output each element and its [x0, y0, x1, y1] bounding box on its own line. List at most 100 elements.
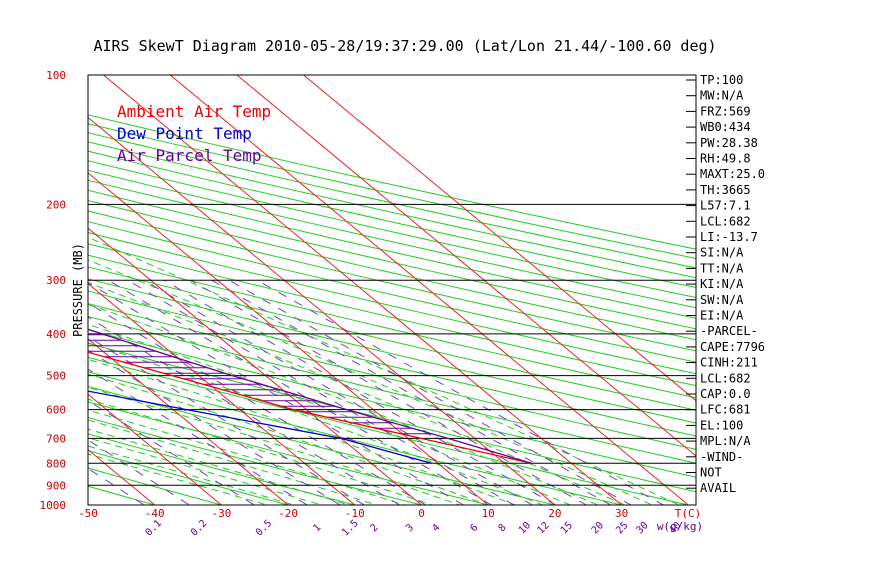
dry-adiabat [88, 467, 224, 505]
mixing-ratio-line [228, 279, 633, 505]
index-label: NOT [700, 466, 722, 480]
parcel-temp-line [88, 328, 532, 464]
dry-adiabat [88, 371, 624, 505]
mixing-ratio-line [88, 439, 191, 505]
mixing-ratio-line [190, 279, 588, 505]
isotherm [103, 75, 622, 505]
index-label: CAP:0.0 [700, 387, 751, 401]
bottom-temp-tick-label: 10 [482, 507, 495, 520]
index-label: TT:N/A [700, 261, 744, 275]
mixing-unit-label: w(g/kg) [657, 520, 703, 533]
bottom-temp-tick-label: 0 [418, 507, 425, 520]
mixing-ratio-label: 20 [590, 520, 606, 536]
index-label: LCL:682 [700, 214, 751, 228]
y-axis-label: PRESSURE (MB) [71, 243, 85, 337]
moist-adiabat [88, 259, 654, 505]
isotherm [88, 338, 289, 505]
dry-adiabat [88, 329, 696, 478]
bottom-temp-tick-label: 20 [548, 507, 561, 520]
index-label: SW:N/A [700, 293, 744, 307]
isotherm [88, 227, 422, 505]
index-label: SI:N/A [700, 246, 744, 260]
pressure-tick-label: 800 [46, 457, 66, 470]
dry-adiabat [88, 433, 357, 505]
moist-adiabat [88, 342, 545, 505]
legend-entry: Air Parcel Temp [117, 146, 262, 165]
legend: Ambient Air Temp Dew Point Temp Air Parcel… [117, 102, 271, 165]
bottom-temp-tick-label: -30 [211, 507, 231, 520]
moist-adiabat [88, 453, 270, 505]
profiles [88, 328, 532, 464]
isotherm [303, 75, 696, 402]
pressure-tick-label: 500 [46, 370, 66, 383]
index-label: TH:3665 [700, 183, 751, 197]
mixing-ratio-line [88, 467, 146, 505]
mixing-ratio-label: 4 [430, 522, 442, 534]
dry-adiabat [88, 232, 696, 375]
index-label: -WIND- [700, 450, 743, 464]
index-label: LI:-13.7 [700, 230, 758, 244]
index-label: EI:N/A [700, 309, 744, 323]
dry-adiabat [88, 290, 696, 437]
pressure-tick-label: 1000 [40, 499, 67, 512]
mixing-ratio-line [88, 336, 366, 505]
mixing-ratio-label: 0.5 [254, 518, 275, 539]
mixing-ratio-line [143, 279, 534, 505]
mixing-ratio-label: 12 [535, 520, 551, 536]
pressure-tick-label: 200 [46, 198, 66, 211]
mixing-ratio-label: 15 [559, 520, 575, 536]
axes [87, 74, 697, 506]
dry-adiabat [88, 150, 696, 289]
pressure-tick-label: 300 [46, 274, 66, 287]
bottom-temp-tick-label: -20 [278, 507, 298, 520]
mixing-ratio-line [127, 279, 515, 505]
mixing-ratio-label: 30 [634, 520, 650, 536]
index-label: LFC:681 [700, 403, 751, 417]
mixing-ratio-label: 1 [311, 522, 323, 534]
pressure-tick-label: 100 [46, 69, 66, 82]
index-label: CAPE:7796 [700, 340, 765, 354]
index-label: KI:N/A [700, 277, 744, 291]
bottom-temp-tick-label: -10 [345, 507, 365, 520]
dry-adiabat [88, 132, 696, 269]
mixing-ratio-label: 10 [517, 520, 533, 536]
pressure-tick-label: 700 [46, 432, 66, 445]
mixing-ratio-label: 6 [469, 522, 481, 534]
index-label: AVAIL [700, 481, 736, 495]
dry-adiabat [88, 123, 696, 260]
bottom-temp-tick-label: -40 [145, 507, 165, 520]
index-label: RH:49.8 [700, 152, 751, 166]
temp-unit-label: T(C) [675, 507, 702, 520]
dry-adiabat [88, 356, 691, 505]
axis-labels: 1002003004005006007008009001000-120-110-… [40, 69, 704, 539]
dry-adiabat [88, 266, 696, 411]
dry-adiabat [88, 243, 696, 387]
dry-adiabat [88, 278, 696, 424]
index-label: MPL:N/A [700, 434, 751, 448]
dry-adiabat [88, 210, 696, 352]
mixing-ratio-label: 0.2 [189, 518, 210, 539]
moist-adiabat [88, 437, 324, 505]
pressure-tick-label: 400 [46, 328, 66, 341]
dry-adiabat [88, 417, 424, 505]
isotherm [88, 282, 356, 505]
plot-frame [87, 74, 697, 506]
dry-adiabat [88, 141, 696, 279]
mixing-ratio-line [88, 282, 465, 505]
dry-adiabat [88, 450, 291, 505]
index-label: LCL:682 [700, 371, 751, 385]
dry-adiabat [88, 221, 696, 363]
pressure-tick-label: 600 [46, 404, 66, 417]
index-label: TP:100 [700, 73, 743, 87]
mixing-ratio-line [108, 279, 493, 505]
moist-adiabat [88, 386, 462, 505]
chart-title: AIRS SkewT Diagram 2010-05-28/19:37:29.0… [93, 37, 716, 55]
dry-adiabat [88, 401, 491, 505]
mixing-ratio-line [88, 316, 401, 505]
bottom-temp-tick-label: -50 [78, 507, 98, 520]
dry-adiabat [88, 189, 696, 330]
index-label: EL:100 [700, 418, 743, 432]
